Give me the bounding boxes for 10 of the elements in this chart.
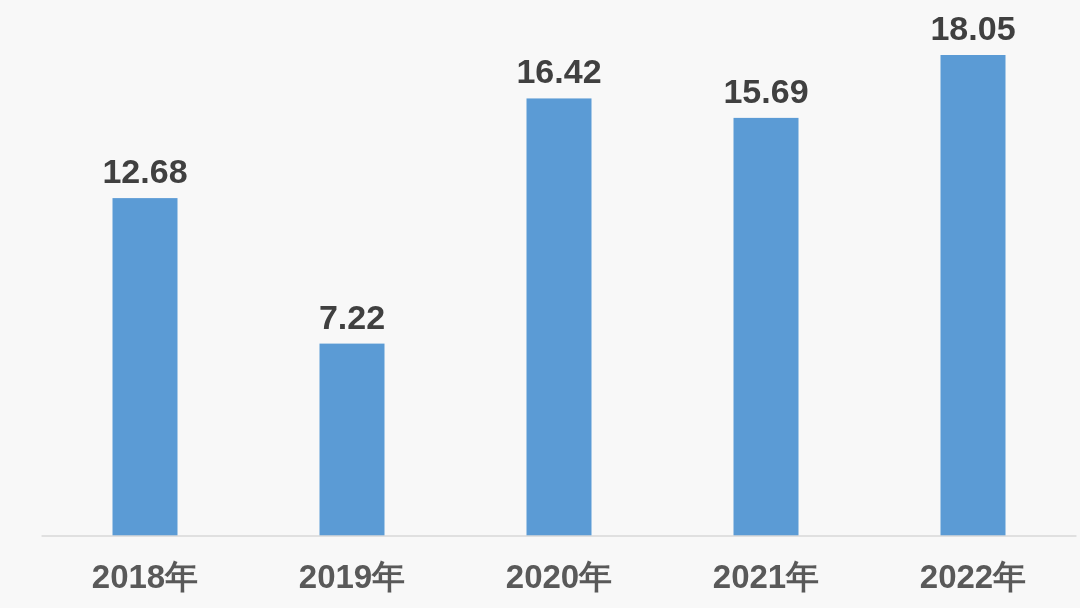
data-label: 7.22 xyxy=(318,297,386,336)
x-tick-label: 2021年 xyxy=(712,558,820,595)
data-label: 15.69 xyxy=(723,71,809,110)
x-tick-label: 2020年 xyxy=(505,558,613,595)
x-tick-label: 2018年 xyxy=(91,558,199,595)
data-label: 18.05 xyxy=(930,9,1016,47)
data-label: 12.68 xyxy=(102,152,188,191)
x-tick-label: 2022年 xyxy=(919,558,1027,595)
data-label: 16.42 xyxy=(516,52,602,91)
x-tick-label: 2019年 xyxy=(298,558,406,595)
